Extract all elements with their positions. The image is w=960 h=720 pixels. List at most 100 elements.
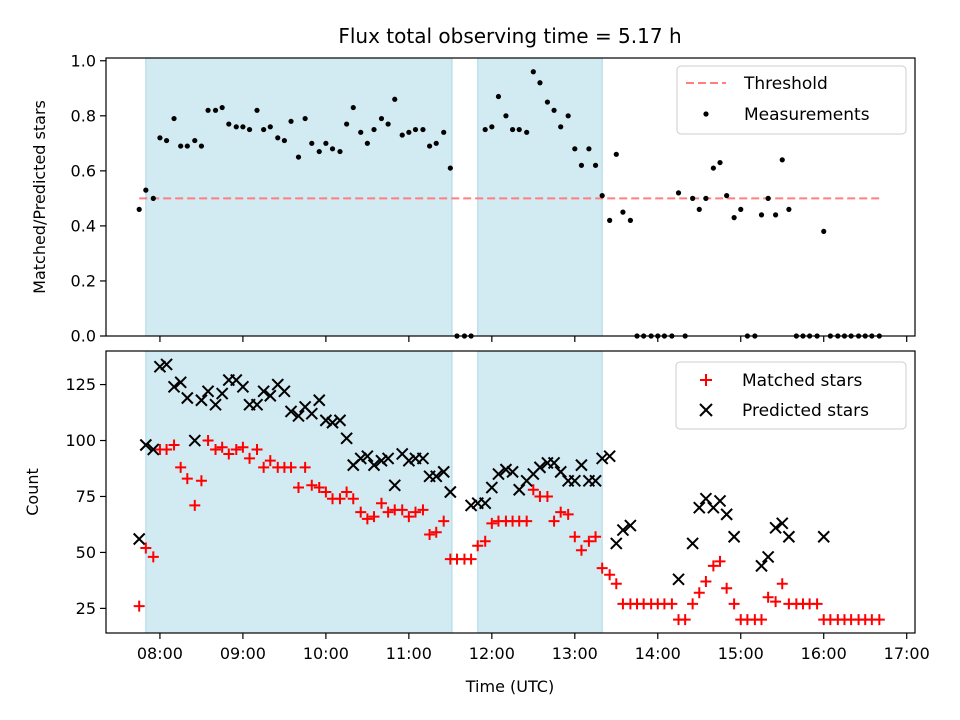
ratio-y-tick-label-1: 0.2: [71, 271, 96, 290]
x-tick-label-4: 12:00: [469, 644, 515, 663]
x-tick-label-2: 10:00: [303, 644, 349, 663]
count-legend-frame: [675, 361, 907, 430]
predicted-stars-point-65: [595, 452, 609, 465]
predicted-stars-point-0: [132, 532, 146, 546]
predicted-stars-point-7: [181, 391, 194, 405]
predicted-stars-point-44: [437, 465, 450, 479]
count-legend: Matched stars Predicted stars: [675, 361, 907, 430]
measurements-point-24: [302, 115, 308, 122]
matched-stars-point-50: [479, 535, 491, 547]
predicted-stars-point-34: [367, 458, 381, 472]
matched-stars-point-9: [195, 475, 207, 487]
matched-stars-point-35: [375, 497, 387, 509]
matched-stars-point-57: [527, 484, 539, 496]
matched-stars-point-67: [596, 562, 608, 574]
x-tick-label-5: 13:00: [552, 644, 598, 663]
predicted-stars-point-5: [167, 380, 181, 394]
measurements-point-0: [136, 206, 142, 212]
matched-stars-point-17: [251, 443, 263, 455]
matched-stars-point-82: [700, 576, 712, 588]
measurements-point-70: [627, 217, 633, 223]
matched-stars-point-18: [258, 461, 270, 473]
predicted-stars-point-72: [693, 501, 706, 514]
count-y-tick-label-2: 75: [76, 487, 96, 506]
count-y-tick-label-3: 100: [65, 431, 96, 450]
matched-stars-point-36: [382, 506, 394, 518]
measurements-point-35: [378, 115, 385, 122]
matched-stars-point-29: [334, 493, 346, 505]
predicted-stars-point-83: [817, 530, 830, 543]
measurements-point-6: [178, 143, 184, 149]
matched-stars-point-69: [610, 578, 622, 590]
matched-stars-point-98: [811, 598, 823, 610]
matched-stars-point-51: [486, 517, 498, 529]
measurements-point-27: [323, 140, 329, 146]
x-tick-label-9: 17:00: [884, 644, 930, 663]
ratio-shaded-interval-1: [477, 57, 603, 337]
measurements-point-45: [447, 165, 453, 171]
predicted-stars-point-41: [416, 452, 430, 465]
matched-stars-point-7: [181, 473, 193, 485]
matched-stars-point-22: [285, 461, 297, 473]
measurements-point-62: [572, 146, 578, 152]
predicted-stars-point-62: [575, 458, 588, 472]
predicted-stars-point-6: [174, 376, 187, 389]
matched-stars-point-83: [707, 560, 719, 572]
matched-stars-point-1: [140, 542, 152, 554]
predicted-stars-point-59: [554, 465, 567, 479]
measurements-point-21: [281, 137, 287, 144]
measurements-point-65: [592, 162, 599, 168]
measurements-legend-label: Measurements: [744, 105, 870, 125]
predicted-stars-point-76: [720, 508, 733, 521]
ratio-y-ticks: 0.0 0.2 0.4 0.6 0.8 1.0: [71, 51, 106, 346]
matched-stars-point-14: [230, 443, 242, 455]
matched-stars-point-16: [244, 452, 256, 464]
ratio-x-ticks: [159, 336, 908, 342]
measurements-point-68: [613, 151, 619, 157]
predicted-stars-point-50: [492, 467, 505, 481]
count-y-ticks: 25 50 75 100 125: [65, 375, 106, 618]
measurements-point-23: [295, 154, 302, 160]
matched-stars-point-25: [306, 479, 318, 491]
ratio-y-tick-label-0: 0.0: [71, 327, 96, 346]
measurements-point-57: [537, 80, 543, 86]
measurements-point-85: [731, 215, 737, 221]
matched-stars-point-27: [320, 486, 332, 498]
measurements-point-81: [703, 195, 709, 201]
predicted-legend-swatch: [699, 403, 713, 417]
x-tick-label-6: 14:00: [635, 644, 681, 663]
chart-title: Flux total observing time = 5.17 h: [338, 24, 681, 48]
measurements-point-40: [412, 126, 419, 133]
count-plot-marks: [132, 358, 885, 626]
measurements-point-2: [150, 195, 156, 201]
matched-stars-point-10: [202, 435, 214, 447]
measurements-point-59: [551, 107, 557, 113]
measurements-point-9: [198, 143, 205, 149]
measurements-point-8: [192, 137, 198, 144]
matched-stars-point-12: [216, 441, 228, 453]
matched-stars-point-4: [161, 443, 173, 455]
measurements-point-37: [392, 96, 398, 102]
matched-stars-point-49: [472, 540, 484, 552]
measurements-point-39: [406, 129, 412, 135]
measurements-point-17: [254, 107, 260, 113]
measurements-point-77: [675, 190, 682, 196]
matched-legend-label: Matched stars: [742, 371, 862, 391]
matched-stars-point-86: [728, 598, 740, 610]
predicted-stars-point-67: [610, 537, 623, 550]
measurements-point-64: [586, 146, 592, 152]
matched-legend-swatch: [700, 374, 712, 386]
predicted-stars-point-51: [499, 463, 513, 476]
predicted-stars-point-49: [485, 481, 499, 494]
matched-stars-point-24: [299, 461, 311, 473]
measurements-point-19: [267, 124, 273, 130]
measurements-point-93: [786, 206, 792, 212]
measurements-legend-swatch: [703, 111, 709, 117]
measurements-point-30: [344, 121, 350, 127]
measurements-point-91: [773, 212, 779, 218]
matched-stars-point-19: [264, 455, 276, 467]
predicted-stars-point-2: [147, 443, 160, 456]
matched-stars-point-33: [361, 513, 373, 525]
matched-stars-point-68: [604, 569, 616, 581]
